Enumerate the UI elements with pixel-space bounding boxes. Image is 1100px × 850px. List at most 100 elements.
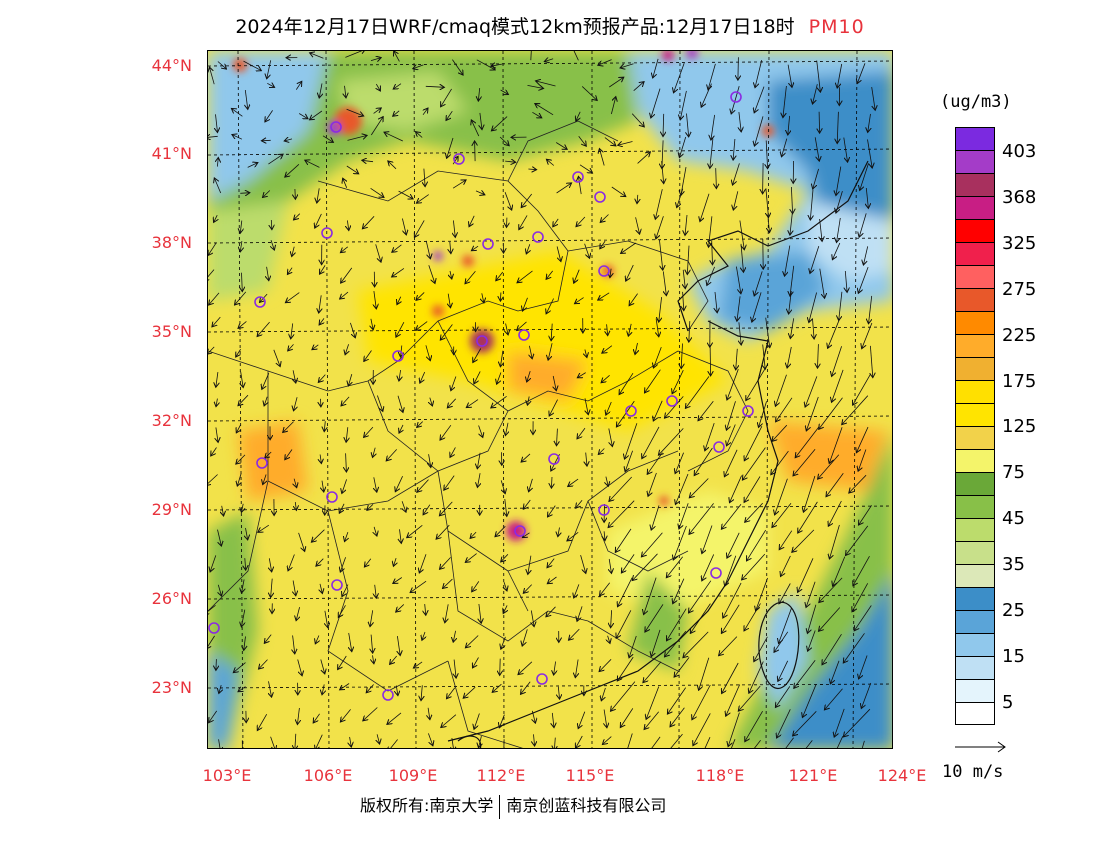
wind-vector bbox=[374, 526, 377, 536]
wind-vector bbox=[238, 321, 247, 328]
wind-reference-label: 10 m/s bbox=[942, 762, 1004, 782]
wind-vector bbox=[373, 655, 374, 664]
wind-vector bbox=[647, 452, 663, 475]
station-marker bbox=[625, 405, 637, 417]
wind-vector bbox=[388, 739, 398, 748]
wind-vector bbox=[521, 193, 533, 208]
wind-vector bbox=[742, 447, 766, 481]
wind-vector bbox=[787, 346, 792, 368]
wind-vector bbox=[496, 271, 504, 281]
wind-vector bbox=[500, 658, 501, 676]
wind-vector bbox=[413, 65, 424, 69]
wind-vector bbox=[666, 733, 683, 748]
wind-vector bbox=[318, 374, 326, 383]
station-marker bbox=[572, 171, 584, 183]
wind-vector bbox=[843, 633, 865, 663]
wind-vector bbox=[374, 477, 377, 492]
wind-vector bbox=[866, 187, 868, 208]
wind-vector bbox=[294, 213, 301, 220]
pollutant-species: PM10 bbox=[808, 16, 865, 38]
legend-color-swatch bbox=[955, 127, 995, 150]
wind-vector bbox=[519, 215, 528, 229]
wind-vector bbox=[600, 582, 611, 596]
wind-vector bbox=[617, 656, 634, 681]
copyright-text: 版权所有:南京大学 bbox=[360, 796, 494, 815]
wind-vector bbox=[340, 557, 346, 572]
wind-vector bbox=[447, 687, 456, 699]
wind-vector bbox=[465, 553, 477, 563]
wind-vector bbox=[440, 424, 452, 440]
wind-vector bbox=[257, 714, 268, 730]
wind-vector bbox=[791, 186, 792, 214]
wind-vector bbox=[670, 707, 685, 727]
wind-vector bbox=[646, 686, 660, 720]
wind-vector bbox=[292, 246, 295, 257]
wind-vector bbox=[599, 659, 612, 671]
wind-vector bbox=[832, 369, 844, 402]
wind-vector bbox=[609, 476, 632, 501]
wind-vector bbox=[345, 531, 348, 542]
company-name: 南京创蓝科技有限公司 bbox=[506, 796, 667, 815]
wind-vector bbox=[609, 77, 624, 88]
wind-vector bbox=[242, 579, 245, 593]
wind-vector bbox=[673, 525, 687, 560]
wind-vector bbox=[465, 635, 479, 648]
wind-vector bbox=[822, 633, 842, 665]
legend-color-swatch bbox=[955, 219, 995, 242]
wind-vector bbox=[675, 452, 684, 474]
wind-vector bbox=[341, 267, 353, 283]
wind-vector bbox=[216, 427, 218, 442]
wind-vector bbox=[348, 373, 352, 386]
wind-vector bbox=[400, 529, 402, 543]
lat-label: 23°N bbox=[151, 678, 192, 697]
wind-vector bbox=[794, 660, 816, 688]
wind-vector bbox=[601, 687, 606, 701]
wind-vector bbox=[271, 578, 273, 598]
wind-vector bbox=[577, 372, 586, 378]
wind-vector bbox=[363, 707, 378, 721]
wind-vector bbox=[501, 636, 506, 649]
wind-vector bbox=[814, 137, 819, 161]
wind-vector bbox=[833, 556, 846, 587]
legend-level: 15 bbox=[1002, 646, 1025, 667]
wind-vector bbox=[371, 318, 373, 330]
wind-vector bbox=[806, 396, 819, 431]
wind-vector bbox=[733, 191, 739, 210]
wind-vector bbox=[576, 216, 586, 227]
wind-vector bbox=[444, 475, 455, 491]
station-marker bbox=[392, 350, 404, 362]
wind-vector bbox=[420, 371, 426, 383]
wind-vector bbox=[370, 187, 384, 197]
wind-vector bbox=[367, 504, 374, 510]
wind-vector bbox=[755, 60, 763, 88]
wind-vector bbox=[578, 176, 581, 195]
wind-vector bbox=[295, 188, 296, 199]
wind-vector bbox=[428, 733, 433, 745]
legend-color-swatch bbox=[955, 196, 995, 219]
wind-vector bbox=[692, 684, 711, 720]
wind-vector bbox=[716, 168, 717, 189]
wind-vector bbox=[733, 163, 740, 185]
wind-vector bbox=[245, 558, 246, 570]
wind-vector bbox=[491, 64, 502, 66]
wind-vector bbox=[423, 108, 428, 116]
wind-vector bbox=[267, 266, 269, 281]
wind-vector bbox=[635, 342, 638, 355]
wind-vector bbox=[702, 525, 713, 554]
wind-vector bbox=[749, 661, 764, 694]
wind-vector bbox=[711, 114, 715, 140]
station-marker bbox=[548, 453, 560, 465]
wind-vector bbox=[208, 604, 216, 614]
wind-vector bbox=[606, 476, 608, 487]
wind-vector bbox=[298, 113, 308, 119]
wind-vector bbox=[689, 478, 709, 498]
wind-vector bbox=[451, 376, 457, 391]
legend-color-swatch bbox=[955, 403, 995, 426]
wind-vector bbox=[517, 270, 533, 283]
wind-vector bbox=[402, 501, 406, 512]
wind-vector bbox=[264, 396, 267, 406]
wind-vector bbox=[768, 214, 770, 232]
wind-vector bbox=[544, 59, 554, 62]
wind-vector bbox=[558, 686, 559, 700]
wind-vector bbox=[581, 86, 597, 100]
